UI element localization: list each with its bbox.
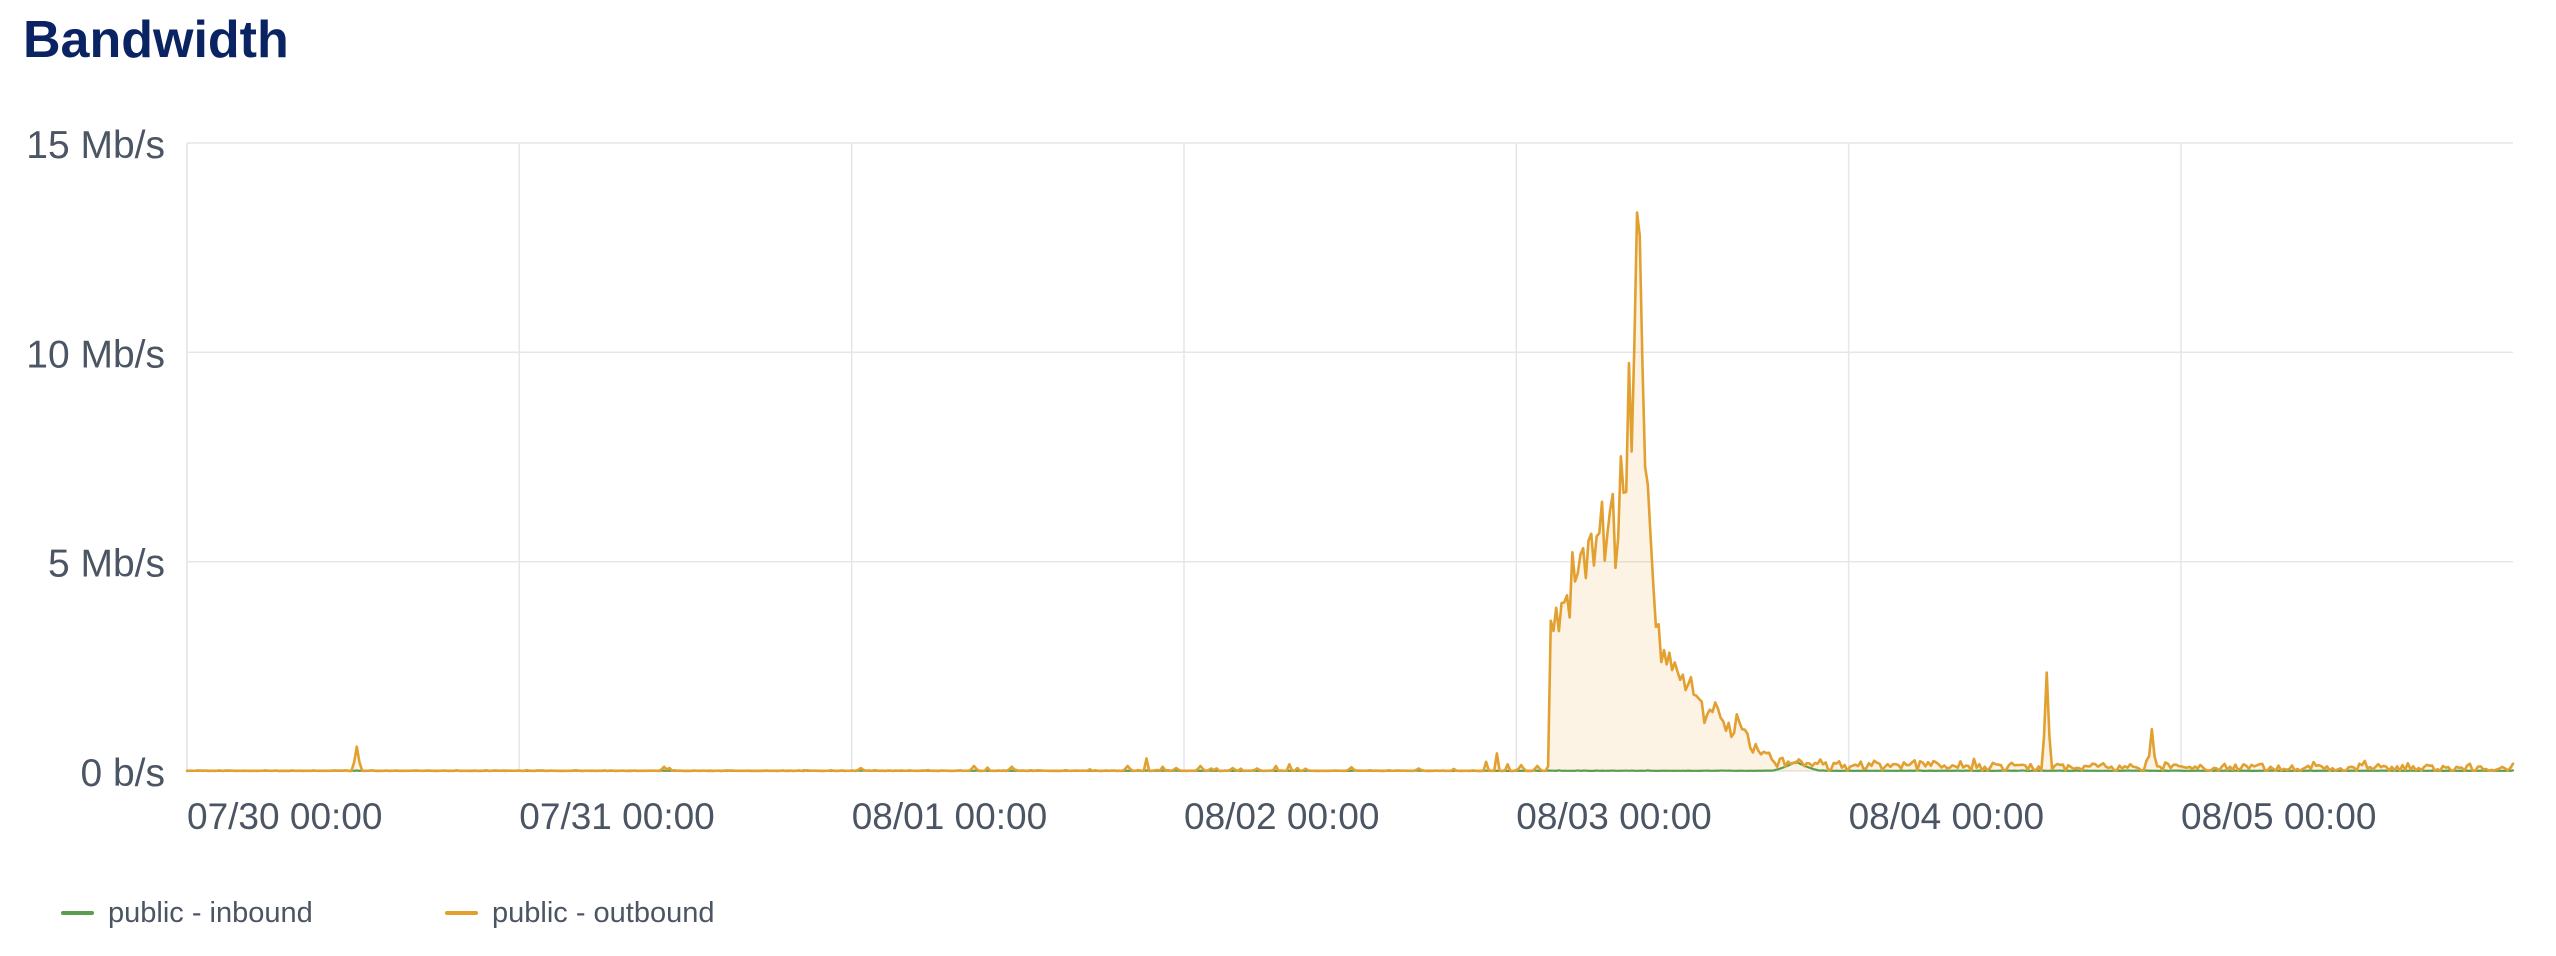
svg-text:08/04 00:00: 08/04 00:00: [1849, 796, 2044, 837]
svg-text:5 Mb/s: 5 Mb/s: [48, 543, 165, 586]
svg-text:07/31 00:00: 07/31 00:00: [519, 796, 714, 837]
svg-text:10 Mb/s: 10 Mb/s: [26, 333, 165, 376]
svg-text:0 b/s: 0 b/s: [80, 752, 165, 795]
svg-text:08/01 00:00: 08/01 00:00: [852, 796, 1047, 837]
svg-text:08/02 00:00: 08/02 00:00: [1184, 796, 1379, 837]
svg-text:15 Mb/s: 15 Mb/s: [26, 124, 165, 167]
svg-text:08/03 00:00: 08/03 00:00: [1516, 796, 1711, 837]
svg-text:08/05 00:00: 08/05 00:00: [2181, 796, 2376, 837]
svg-text:07/30 00:00: 07/30 00:00: [187, 796, 382, 837]
